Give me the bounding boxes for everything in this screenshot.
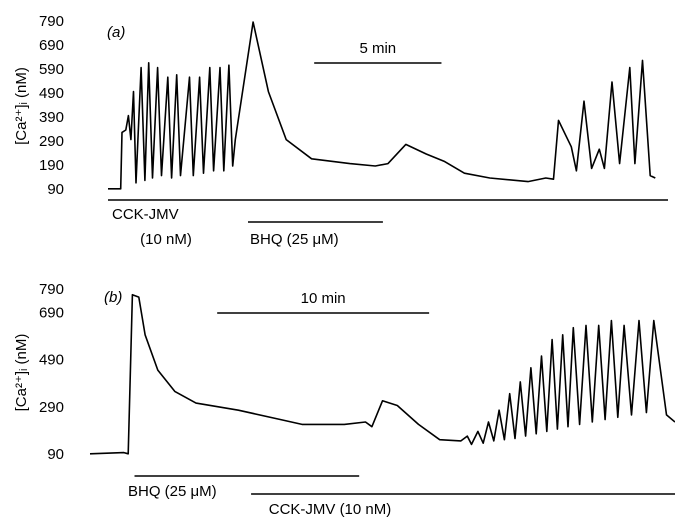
- y-axis-title: [Ca²⁺]ᵢ (nM): [13, 67, 30, 145]
- y-tick-label: 90: [47, 181, 64, 198]
- y-tick-label: 490: [39, 85, 64, 102]
- treatment-label: BHQ (25 μM): [128, 483, 217, 500]
- treatment-label: (10 nM): [140, 231, 192, 248]
- treatment-label: BHQ (25 μM): [250, 231, 339, 248]
- y-tick-label: 290: [39, 133, 64, 150]
- y-axis-title: [Ca²⁺]ᵢ (nM): [13, 334, 30, 412]
- treatment-label: CCK-JMV (10 nM): [269, 501, 392, 518]
- scale-bar-label: 10 min: [301, 290, 346, 307]
- trace: [89, 293, 675, 455]
- y-tick-label: 690: [39, 37, 64, 54]
- y-tick-label: 590: [39, 61, 64, 78]
- y-tick-label: 290: [39, 399, 64, 416]
- panel-label: (a): [107, 24, 125, 41]
- y-tick-label: 790: [39, 13, 64, 30]
- y-tick-label: 490: [39, 352, 64, 369]
- y-tick-label: 390: [39, 109, 64, 126]
- y-tick-label: 190: [39, 157, 64, 174]
- scale-bar-label: 5 min: [359, 40, 396, 57]
- y-tick-label: 690: [39, 305, 64, 322]
- treatment-label: CCK-JMV: [112, 206, 179, 223]
- trace: [108, 21, 656, 190]
- panel-label: (b): [104, 289, 122, 306]
- y-tick-label: 90: [47, 446, 64, 463]
- y-tick-label: 790: [39, 281, 64, 298]
